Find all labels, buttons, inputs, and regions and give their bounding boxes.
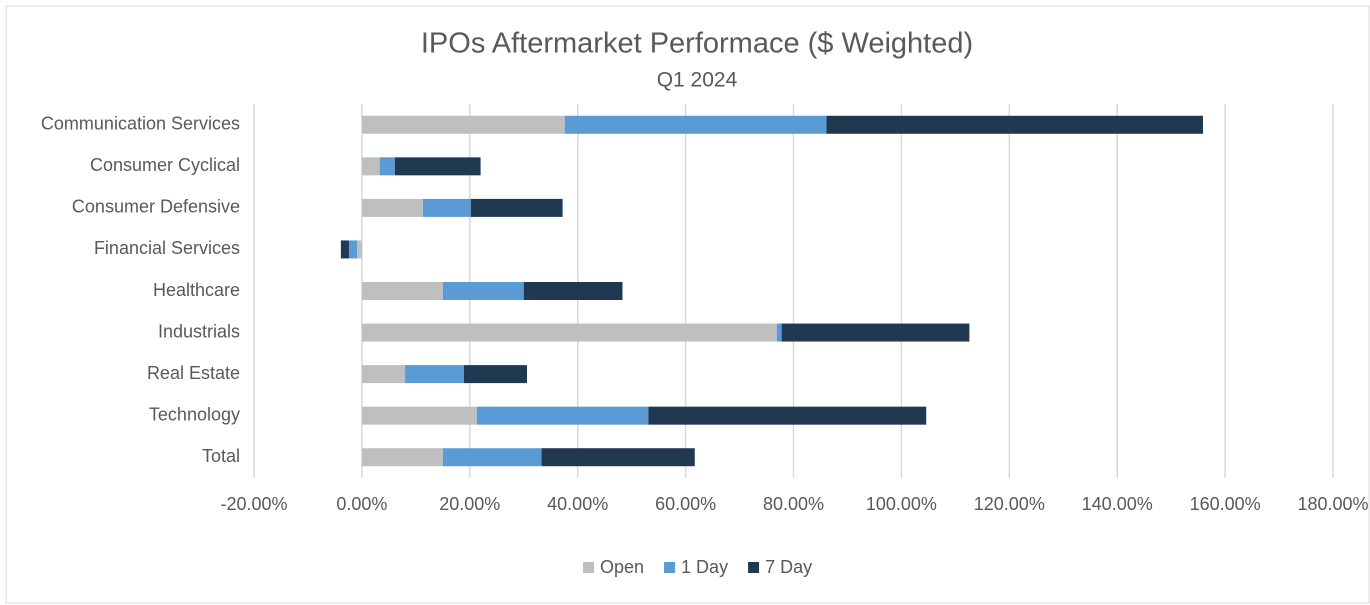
chart-subtitle: Q1 2024 — [657, 69, 738, 92]
bar — [405, 365, 464, 384]
bar — [781, 323, 970, 342]
legend-swatch — [748, 562, 760, 573]
bar — [361, 365, 406, 384]
chart-border — [5, 5, 1370, 604]
x-tick-label: 20.00% — [439, 494, 500, 514]
x-tick-label: 140.00% — [1082, 494, 1153, 514]
x-tick-label: 0.00% — [336, 494, 387, 514]
chart-title: IPOs Aftermarket Performace ($ Weighted) — [421, 28, 973, 60]
x-tick-label: 120.00% — [974, 494, 1045, 514]
y-tick-label: Healthcare — [153, 280, 240, 300]
x-tick-label: -20.00% — [220, 494, 287, 514]
y-tick-label: Consumer Defensive — [72, 197, 240, 217]
x-tick-label: 160.00% — [1190, 494, 1261, 514]
bar — [648, 406, 927, 425]
bar — [776, 323, 782, 342]
bar — [348, 240, 358, 259]
bar — [379, 157, 395, 176]
bar — [541, 448, 695, 467]
bar — [361, 448, 443, 467]
bar — [476, 406, 649, 425]
legend-swatch — [583, 562, 594, 573]
legend-label: Open — [600, 557, 644, 577]
bar — [361, 198, 423, 217]
y-tick-label: Communication Services — [41, 114, 240, 134]
bar — [564, 115, 827, 134]
x-tick-label: 100.00% — [866, 494, 937, 514]
bar — [470, 198, 563, 217]
bar — [826, 115, 1203, 134]
bar — [357, 240, 362, 259]
bar — [442, 282, 524, 300]
bar — [361, 323, 777, 342]
bar — [442, 448, 542, 467]
legend-label: 1 Day — [681, 557, 728, 577]
legend-swatch — [664, 562, 676, 573]
bar — [340, 240, 349, 259]
x-tick-label: 40.00% — [547, 494, 608, 514]
x-tick-label: 80.00% — [763, 494, 824, 514]
x-tick-label: 180.00% — [1297, 494, 1368, 514]
bar — [394, 157, 481, 176]
bar — [361, 406, 477, 425]
bar — [361, 157, 380, 176]
legend-label: 7 Day — [765, 557, 812, 577]
y-tick-label: Financial Services — [94, 238, 240, 258]
bar — [523, 282, 623, 300]
y-tick-label: Industrials — [158, 321, 240, 341]
bar — [422, 198, 471, 217]
x-tick-label: 60.00% — [655, 494, 716, 514]
bar — [463, 365, 527, 384]
bar — [361, 282, 443, 300]
y-tick-label: Technology — [149, 404, 240, 424]
y-tick-label: Total — [202, 446, 240, 466]
bar — [361, 115, 565, 134]
y-tick-label: Consumer Cyclical — [90, 155, 240, 175]
y-tick-label: Real Estate — [147, 363, 240, 383]
